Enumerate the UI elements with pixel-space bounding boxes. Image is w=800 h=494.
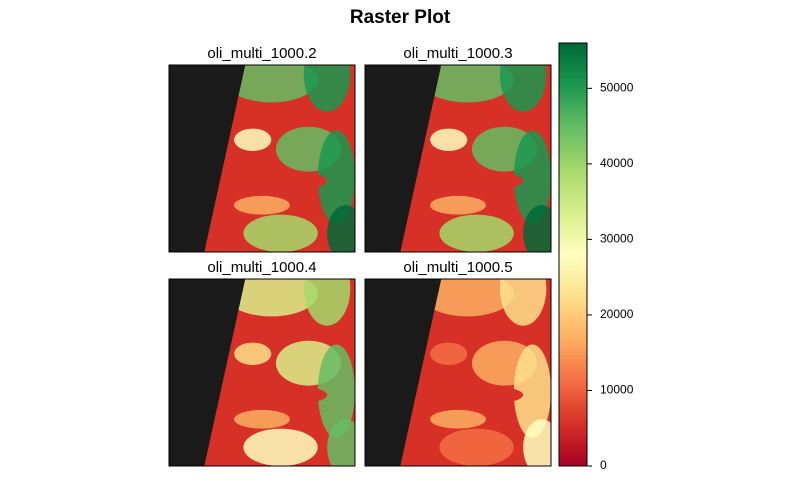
raster-patch: [430, 195, 486, 215]
panel-label: oli_multi_1000.5: [403, 259, 512, 276]
raster-patch: [234, 409, 290, 429]
raster-patch: [303, 65, 351, 112]
panel-frame: [168, 64, 356, 253]
raster-patch: [411, 169, 524, 193]
raster-patch: [303, 279, 351, 326]
raster-patch: [523, 419, 551, 466]
raster-patch: [327, 419, 355, 466]
raster-patch: [215, 383, 328, 407]
raster-patch: [499, 65, 547, 112]
raster-patch: [224, 65, 318, 103]
tick-label: 40000: [600, 156, 634, 170]
raster-patch: [234, 342, 272, 366]
raster-patch: [243, 428, 318, 466]
panel-label: oli_multi_1000.4: [207, 259, 316, 276]
raster-patch: [430, 128, 468, 152]
raster: [365, 65, 551, 252]
tick-label: 50000: [600, 80, 634, 94]
raster-patch: [523, 205, 551, 252]
tick-label: 10000: [600, 383, 634, 397]
nodata: [169, 279, 246, 466]
raster: [169, 65, 355, 252]
raster: [169, 279, 355, 466]
raster-patch: [439, 214, 514, 252]
raster-patch: [243, 214, 318, 252]
raster-patch: [327, 205, 355, 252]
panel-frame: [364, 64, 552, 253]
raster-patch: [411, 383, 524, 407]
panel-frame: [168, 278, 356, 467]
tick-label: 0: [600, 458, 607, 472]
raster-patch: [224, 279, 318, 317]
nodata: [365, 65, 442, 252]
raster-patch: [317, 344, 355, 438]
panel-label: oli_multi_1000.3: [403, 45, 512, 62]
raster-patch: [215, 169, 328, 193]
panel-label: oli_multi_1000.2: [207, 45, 316, 62]
raster-patch: [420, 279, 514, 317]
tick-label: 20000: [600, 307, 634, 321]
nodata: [365, 279, 442, 466]
raster-patch: [234, 128, 272, 152]
raster-patch: [430, 342, 468, 366]
raster-patch: [317, 130, 355, 224]
raster-patch: [439, 428, 514, 466]
colorbar: [558, 42, 588, 467]
raster-patch: [499, 279, 547, 326]
raster-patch: [513, 344, 551, 438]
chart-title: Raster Plot: [350, 7, 451, 28]
raster-patch: [420, 65, 514, 103]
raster-patch: [430, 409, 486, 429]
nodata: [169, 65, 246, 252]
raster: [365, 279, 551, 466]
tick-label: 30000: [600, 232, 634, 246]
raster-patch: [513, 130, 551, 224]
raster-patch: [234, 195, 290, 215]
panel-frame: [364, 278, 552, 467]
